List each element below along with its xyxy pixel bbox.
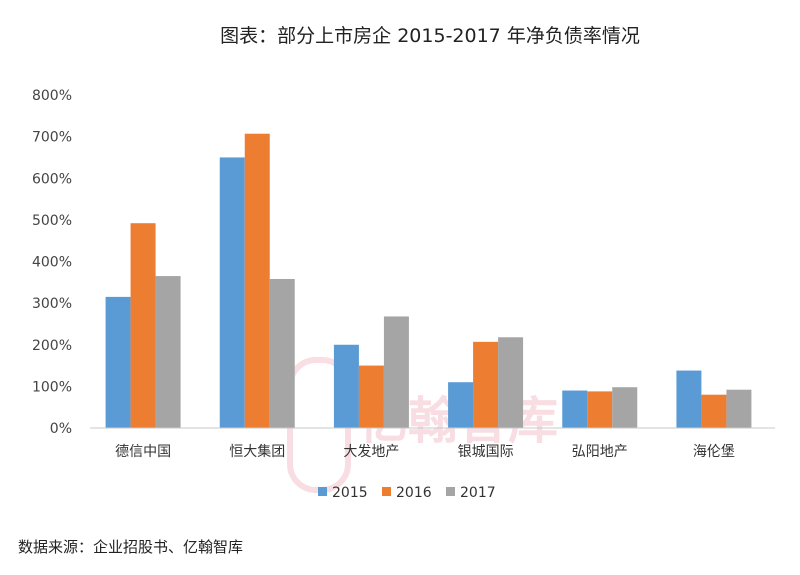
bar-2017 [383, 316, 409, 428]
bar-2017 [726, 389, 752, 428]
chart-title: 图表：部分上市房企 2015-2017 年净负债率情况 [220, 25, 640, 47]
legend-label: 2016 [396, 485, 432, 501]
y-tick-label: 700% [32, 130, 72, 146]
bar-2016 [473, 341, 499, 428]
y-tick-label: 400% [32, 255, 72, 271]
legend-swatch [446, 487, 455, 496]
source-note: 数据来源：企业招股书、亿翰智库 [18, 538, 244, 556]
y-tick-label: 600% [32, 171, 72, 187]
legend: 2015 2016 2017 [318, 485, 496, 501]
x-tick-label: 弘阳地产 [572, 444, 628, 460]
x-tick-label: 德信中国 [115, 444, 171, 460]
bar-2015 [333, 344, 359, 428]
bar-2015 [448, 382, 474, 428]
bar-2016 [130, 223, 156, 428]
bar-2015 [562, 390, 588, 428]
x-tick-label: 银城国际 [458, 444, 514, 460]
legend-label: 2017 [460, 485, 496, 501]
bar-2015 [105, 296, 131, 428]
y-tick-label: 100% [32, 379, 72, 395]
bar-2017 [612, 387, 638, 428]
bar-2017 [155, 276, 181, 428]
y-tick-label: 500% [32, 213, 72, 229]
x-tick-label: 海伦堡 [693, 444, 735, 460]
legend-label: 2015 [332, 485, 368, 501]
bar-2016 [244, 133, 270, 428]
bar-2016 [358, 365, 384, 428]
y-tick-label: 0% [50, 421, 72, 437]
bars-group [105, 133, 752, 428]
bar-2016 [701, 394, 727, 428]
bar-2016 [587, 391, 613, 428]
bar-2017 [269, 278, 295, 428]
y-tick-label: 200% [32, 338, 72, 354]
y-axis: 0% 100% 200% 300% 400% 500% 600% 700% 800% [32, 88, 72, 437]
x-axis: 德信中国 恒大集团 大发地产 银城国际 弘阳地产 海伦堡 [90, 427, 775, 460]
y-tick-label: 300% [32, 296, 72, 312]
legend-swatch [318, 487, 327, 496]
y-tick-label: 800% [32, 88, 72, 104]
x-tick-label: 恒大集团 [229, 443, 285, 460]
bar-2015 [219, 157, 245, 428]
bar-2017 [498, 337, 524, 428]
legend-swatch [382, 487, 391, 496]
x-tick-label: 大发地产 [343, 444, 399, 460]
bar-2015 [676, 370, 702, 428]
